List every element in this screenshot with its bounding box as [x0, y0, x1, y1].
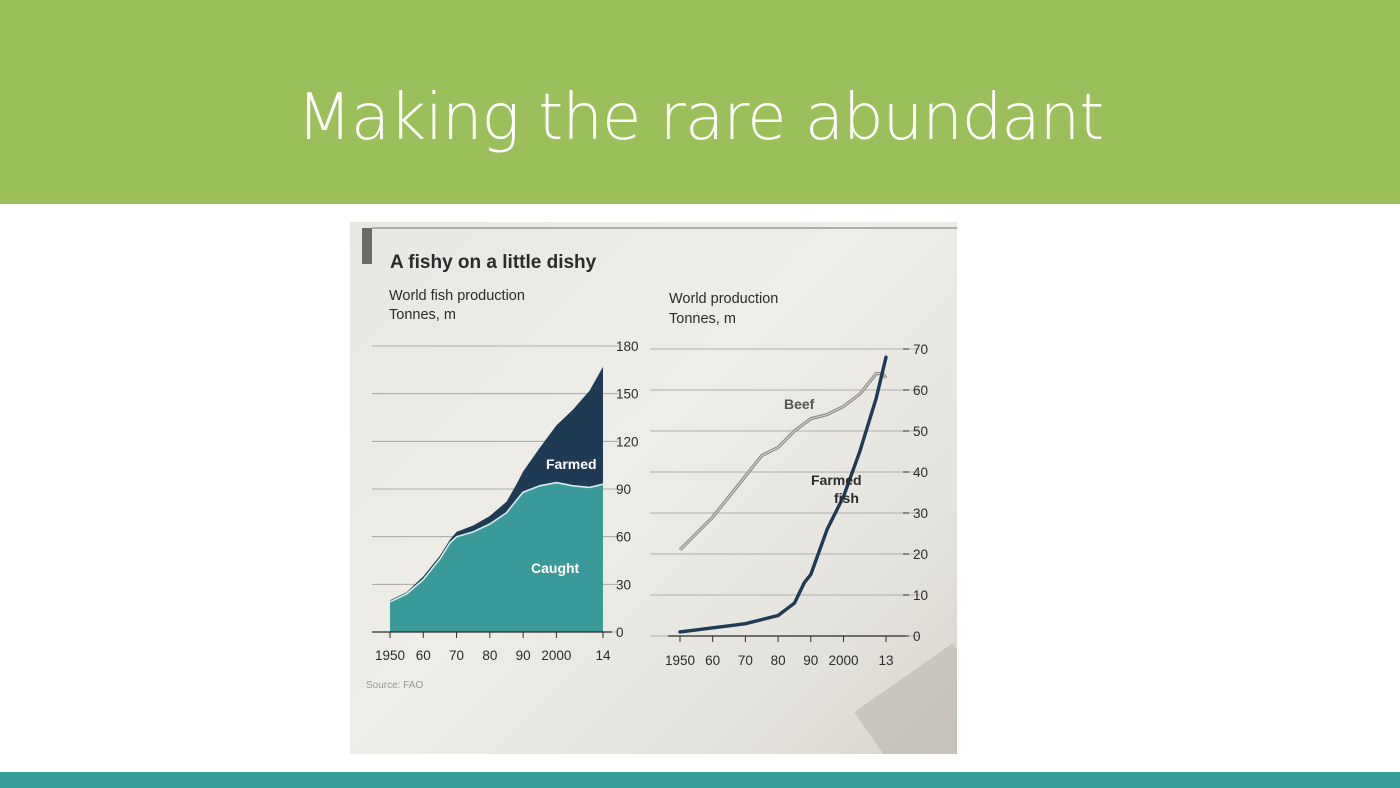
right-lines [678, 355, 888, 634]
right-x-tick-60: 60 [705, 653, 720, 668]
left-axis: 0 30 60 90 120 150 180 1950 60 70 80 90 2000 14 [372, 339, 639, 663]
farmed-fish-series-label-line1: Farmed [811, 472, 862, 488]
left-y-tick-90: 90 [616, 482, 631, 497]
right-y-tick-60: 60 [913, 383, 928, 398]
beef-line-highlight [679, 373, 887, 551]
right-chart-subtitle: Tonnes, m [669, 311, 736, 327]
farmed-fish-series-label-line2: fish [834, 490, 859, 506]
right-x-tick-70: 70 [738, 653, 753, 668]
left-y-tick-120: 120 [616, 434, 639, 449]
left-chart-title: World fish production [389, 288, 525, 304]
caught-area-top-edge [389, 481, 604, 603]
farmed-area-label: Farmed [546, 456, 597, 472]
newspaper-chart-photo: 0 30 60 90 120 150 180 1950 60 70 80 90 2000 14 0 10 20… [350, 222, 957, 754]
right-x-tick-90: 90 [803, 653, 818, 668]
right-chart-title: World production [669, 291, 778, 307]
right-y-tick-50: 50 [913, 424, 928, 439]
left-x-tick-1950: 1950 [375, 648, 405, 663]
right-x-tick-2000: 2000 [828, 653, 858, 668]
right-x-tick-80: 80 [771, 653, 786, 668]
left-x-tick-80: 80 [482, 648, 497, 663]
thumb-shadow [854, 643, 957, 754]
right-gridlines [650, 348, 920, 637]
chart-heading: A fishy on a little dishy [390, 252, 597, 273]
left-x-tick-14: 14 [595, 648, 611, 663]
left-y-tick-150: 150 [616, 387, 639, 402]
footer-bar [0, 772, 1400, 788]
beef-series-label: Beef [784, 396, 815, 412]
title-banner: Making the rare abundant [0, 0, 1400, 204]
farmed-fish-line [678, 355, 888, 634]
slide-title: Making the rare abundant [296, 81, 1105, 155]
left-y-tick-180: 180 [616, 339, 639, 354]
right-x-tick-13: 13 [878, 653, 893, 668]
left-y-tick-60: 60 [616, 530, 631, 545]
right-x-tick-1950: 1950 [665, 653, 695, 668]
left-x-tick-2000: 2000 [541, 648, 571, 663]
caught-area [390, 482, 603, 632]
left-areas [389, 366, 604, 632]
right-y-tick-0: 0 [913, 629, 921, 644]
right-y-tick-20: 20 [913, 547, 928, 562]
caught-area-label: Caught [531, 560, 580, 576]
right-y-tick-10: 10 [913, 588, 928, 603]
left-y-tick-30: 30 [616, 577, 631, 592]
heading-marker [362, 228, 372, 264]
right-y-tick-40: 40 [913, 465, 928, 480]
right-axis: 0 10 20 30 40 50 60 70 1950 60 70 80 90 2000 13 [665, 342, 928, 668]
right-y-tick-70: 70 [913, 342, 928, 357]
left-y-tick-0: 0 [616, 625, 624, 640]
right-y-tick-30: 30 [913, 506, 928, 521]
left-x-tick-60: 60 [416, 648, 431, 663]
left-chart-subtitle: Tonnes, m [389, 307, 456, 323]
left-x-tick-70: 70 [449, 648, 464, 663]
left-x-tick-90: 90 [516, 648, 531, 663]
source-note: Source: FAO [366, 680, 423, 691]
chart-figure: 0 30 60 90 120 150 180 1950 60 70 80 90 2000 14 0 10 20… [362, 227, 957, 754]
